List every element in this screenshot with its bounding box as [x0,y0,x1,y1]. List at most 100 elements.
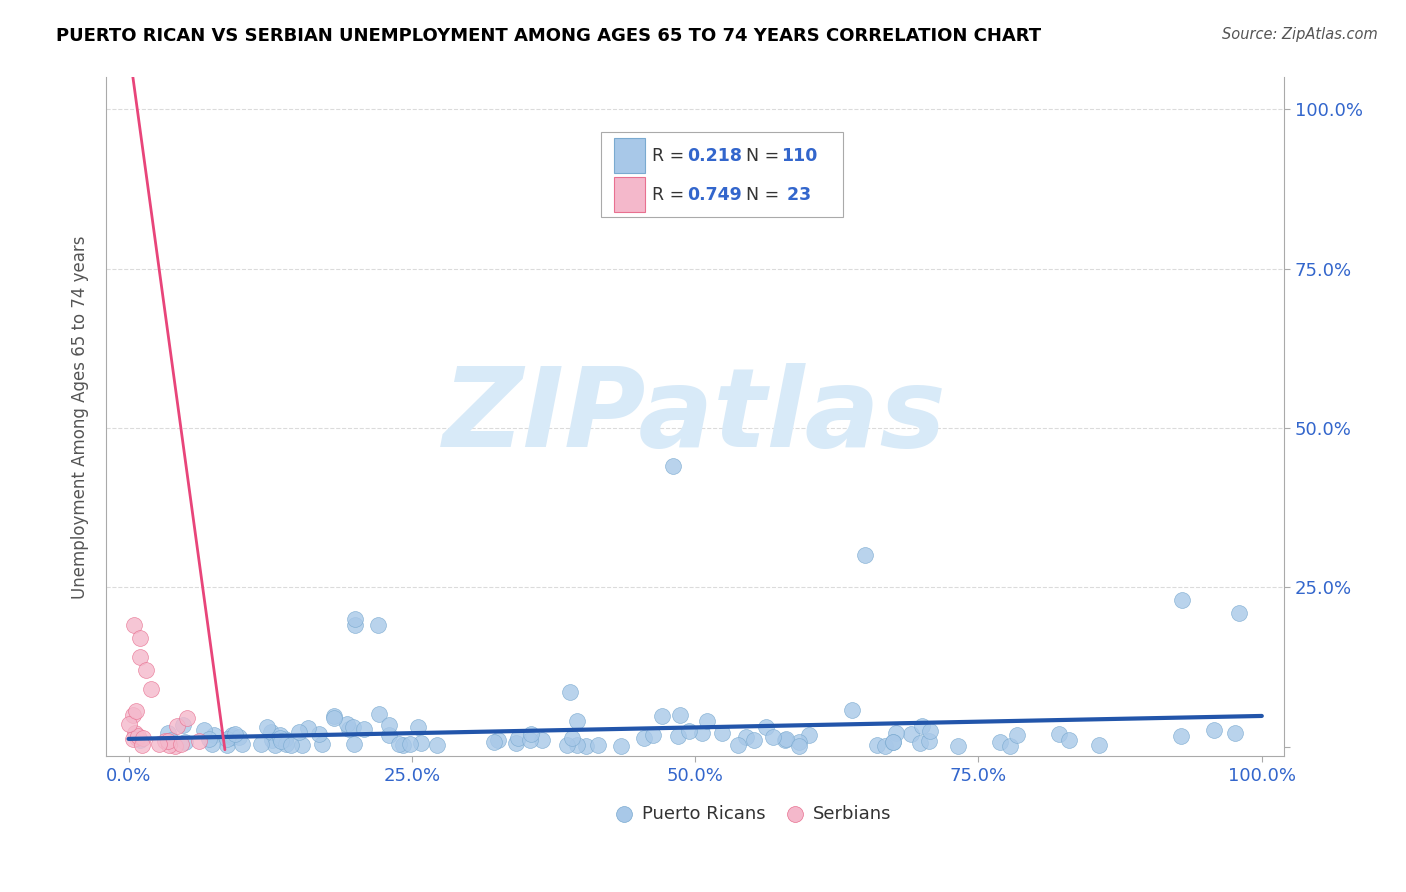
Point [411,736,433,750]
Point [555,738,578,752]
Point [343,737,366,751]
Point [392,738,415,752]
Text: ZIPatlas: ZIPatlas [443,363,948,470]
Point [118,716,141,731]
Point [141,682,163,697]
Point [336,716,359,731]
Point [690,726,713,740]
Point [228,730,250,744]
Text: 23: 23 [782,186,811,203]
Point [565,738,588,752]
Point [1088,738,1111,752]
Point [231,737,253,751]
Point [288,725,311,739]
Point [918,724,941,739]
Point [148,737,170,751]
Point [486,733,509,747]
Point [574,739,596,754]
Point [166,719,188,733]
Point [727,738,749,752]
Point [129,650,152,665]
Point [323,709,346,723]
Point [735,730,758,744]
Text: 0.749: 0.749 [688,186,742,203]
Point [609,739,631,753]
Point [666,729,689,743]
Text: Serbians: Serbians [813,805,891,822]
Point [269,728,291,742]
Point [157,738,180,752]
Point [998,739,1021,753]
Point [873,739,896,754]
Point [780,794,803,808]
Point [633,731,655,745]
Text: PUERTO RICAN VS SERBIAN UNEMPLOYMENT AMONG AGES 65 TO 74 YEARS CORRELATION CHART: PUERTO RICAN VS SERBIAN UNEMPLOYMENT AMO… [56,27,1042,45]
Point [1057,733,1080,747]
Point [122,618,145,632]
Point [426,739,449,753]
Point [308,727,330,741]
Point [482,735,505,749]
Text: N =: N = [745,186,785,203]
Point [263,738,285,752]
Point [911,719,934,733]
Point [173,734,195,748]
Point [280,738,302,752]
Point [274,737,297,751]
Point [202,728,225,742]
Point [505,736,527,750]
Point [882,735,904,749]
Point [988,735,1011,749]
Point [884,726,907,740]
Point [215,732,238,747]
Point [125,731,148,745]
Point [129,733,152,747]
Point [297,721,319,735]
Point [193,723,215,738]
Point [274,731,297,746]
Point [342,720,364,734]
Point [224,727,246,741]
Point [773,732,796,747]
Point [172,718,194,732]
Point [131,738,153,752]
Point [378,718,401,732]
Point [125,704,148,718]
Point [250,737,273,751]
Point [799,728,821,742]
Point [221,728,243,742]
Point [260,725,283,739]
Point [558,684,581,698]
Point [1223,726,1246,740]
Point [399,737,422,751]
Point [669,708,692,723]
Point [157,726,180,740]
Point [270,734,292,748]
Point [710,726,733,740]
Point [787,735,810,749]
Point [882,734,904,748]
Point [388,737,411,751]
Text: N =: N = [745,146,785,165]
Text: 0.218: 0.218 [688,146,742,165]
Point [311,737,333,751]
Point [291,738,314,752]
Point [1170,729,1192,743]
Point [519,732,541,747]
Point [678,724,700,739]
Point [217,738,239,752]
Point [900,727,922,741]
Point [269,731,291,745]
Text: R =: R = [651,186,689,203]
Point [787,739,810,753]
Point [262,732,284,747]
Point [1171,593,1194,607]
Point [841,703,863,717]
Point [520,727,543,741]
Point [157,734,180,748]
Point [221,731,243,745]
Point [197,731,219,746]
Point [1005,728,1028,742]
Point [651,709,673,723]
Point [946,739,969,753]
